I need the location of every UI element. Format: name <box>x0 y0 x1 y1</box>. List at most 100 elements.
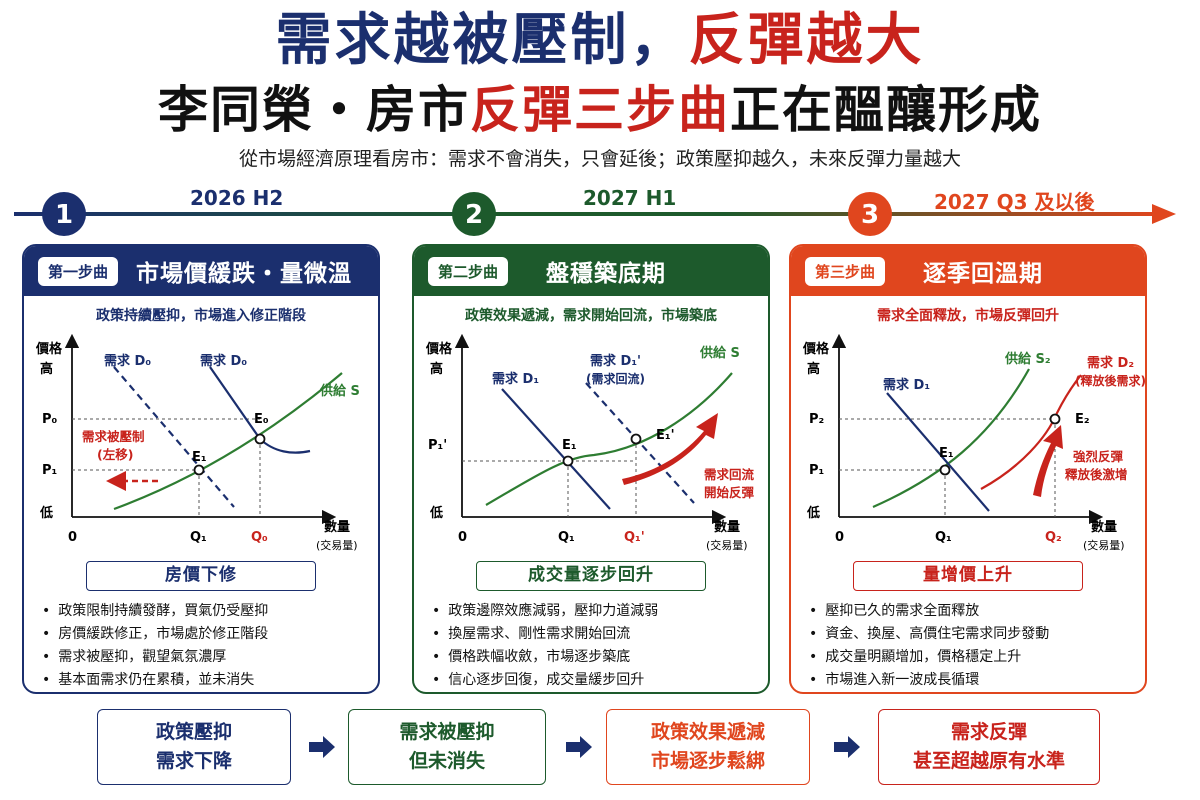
q1-label: Q₁ <box>190 530 207 545</box>
result-box: 成交量逐步回升 <box>476 561 706 591</box>
flow-arrow-icon <box>834 736 860 758</box>
e1-label: E₁ <box>939 446 954 461</box>
low-label: 低 <box>39 505 53 521</box>
equilibrium-e2 <box>1049 413 1061 425</box>
low-label: 低 <box>429 505 443 521</box>
demand-label-d2: 需求 D₂ <box>1087 355 1134 371</box>
qty-axis-label: 數量 <box>714 519 740 535</box>
timeline: 1 2 3 <box>14 192 1176 236</box>
bullet-item: 換屋需求、剛性需求開始回流 <box>432 623 768 646</box>
panel-title: 市場價緩跌・量微溫 <box>136 261 353 287</box>
panel-tag: 第一步曲 <box>38 256 119 286</box>
bullet-item: 需求被壓抑，觀望氣氛濃厚 <box>42 646 378 669</box>
e1-label: E₁ <box>192 450 207 465</box>
flow-box-2: 需求被壓抑 但未消失 <box>348 709 546 785</box>
flow-line1: 政策效果遞減 <box>650 721 765 743</box>
panel-tag: 第二步曲 <box>428 256 509 286</box>
bullet-item: 政策限制持續發酵，買氣仍受壓抑 <box>42 600 378 623</box>
bullet-item: 房價緩跌修正，市場處於修正階段 <box>42 623 378 646</box>
step-label-1: 2026 H2 <box>190 186 284 210</box>
q0-label: Q₀ <box>251 530 268 545</box>
panel-step-3: 第三步曲 逐季回溫期 需求全面釋放，市場反彈回升 價格 高 低 0 數量 (交易… <box>789 244 1147 694</box>
flow-line1: 需求反彈 <box>950 721 1027 743</box>
panel-subtitle: 政策持續壓抑，市場進入修正階段 <box>96 308 306 324</box>
equilibrium-e1 <box>193 464 205 476</box>
demand-note-d2: (釋放後需求) <box>1075 373 1145 388</box>
sub-title-part3: 正在醞釀形成 <box>730 81 1042 139</box>
demand-curve-d1 <box>886 392 990 512</box>
bullet-item: 信心逐步回復，成交量緩步回升 <box>432 669 768 692</box>
panel-subtitle: 政策效果遞減，需求開始回流，市場築底 <box>465 308 717 324</box>
supply-label: 供給 S <box>319 383 360 399</box>
e2-label: E₂ <box>1075 412 1090 427</box>
panel-header: 第一步曲 市場價緩跌・量微溫 <box>24 246 378 296</box>
flow-arrow-icon <box>566 736 592 758</box>
p2-label: P₂ <box>809 412 824 427</box>
panel-step-2: 第二步曲 盤穩築底期 政策效果遞減，需求開始回流，市場築底 價格 高 低 0 數… <box>412 244 770 694</box>
qty-axis-note: (交易量) <box>316 538 358 552</box>
demand-curve-d1 <box>501 388 611 510</box>
origin-label: 0 <box>458 530 467 545</box>
qty-axis-label: 數量 <box>1091 519 1117 535</box>
demand-label-d1: 需求 D₁ <box>883 377 930 393</box>
flow-box-1: 政策壓抑 需求下降 <box>97 709 291 785</box>
tagline: 從市場經濟原理看房市：需求不會消失，只會延後；政策壓抑越久，未來反彈力量越大 <box>238 148 961 170</box>
price-axis-label: 價格 <box>425 341 453 357</box>
rebound-arrow <box>622 413 718 485</box>
step-label-3: 2027 Q3 及以後 <box>934 190 1095 214</box>
sub-title-part1: 李同榮・房市 <box>158 81 470 139</box>
step-number: 1 <box>55 200 73 230</box>
flow-box-4: 需求反彈 甚至超越原有水準 <box>878 709 1100 785</box>
timeline-arrowhead <box>1152 204 1176 224</box>
strong-rebound-arrow <box>1033 425 1063 497</box>
timeline-step-2: 2 <box>452 192 496 236</box>
timeline-step-3: 3 <box>848 192 892 236</box>
supply-curve <box>872 368 1030 509</box>
demand-label-shifted: 需求 D₀ <box>104 353 151 369</box>
supply-curve <box>485 372 733 506</box>
flow-line2: 但未消失 <box>408 750 485 772</box>
qty-axis-label: 數量 <box>324 519 350 535</box>
high-label: 高 <box>40 361 53 377</box>
shift-note-line2: (左移) <box>97 447 133 462</box>
e1-label: E₁ <box>562 438 577 453</box>
q1-label: Q₁ <box>558 530 575 545</box>
demand-curve-shifted <box>113 366 235 508</box>
step-number: 3 <box>861 200 879 230</box>
equilibrium-e1 <box>562 455 574 467</box>
q1p-label: Q₁' <box>624 530 645 545</box>
equilibrium-e1 <box>939 464 951 476</box>
timeline-step-1: 1 <box>42 192 86 236</box>
demand-label-d1p: 需求 D₁' <box>590 353 641 369</box>
rebound-note-line2: 開始反彈 <box>704 485 755 500</box>
qty-axis-note: (交易量) <box>706 538 748 552</box>
bullet-list: 政策邊際效應減弱，壓抑力道減弱 換屋需求、剛性需求開始回流 價格跌幅收斂，市場逐… <box>432 600 768 692</box>
rebound-note-line2: 釋放後激增 <box>1065 467 1128 482</box>
e0-label: E₀ <box>254 412 269 427</box>
supply-curve <box>113 372 343 511</box>
low-label: 低 <box>806 505 820 521</box>
step-number: 2 <box>465 200 483 230</box>
bullet-item: 成交量明顯增加，價格穩定上升 <box>809 646 1145 669</box>
supply-demand-chart: 價格 高 低 0 數量 (交易量) 需求 D₁ 需求 D₂ (釋放後需求) 供給… <box>802 333 1145 552</box>
q1-label: Q₁ <box>935 530 952 545</box>
panel-subtitle: 需求全面釋放，市場反彈回升 <box>877 308 1059 324</box>
demand-label-d1: 需求 D₁ <box>492 371 539 387</box>
bullet-list: 政策限制持續發酵，買氣仍受壓抑 房價緩跌修正，市場處於修正階段 需求被壓抑，觀望… <box>42 600 378 692</box>
panel-header: 第二步曲 盤穩築底期 <box>414 246 768 296</box>
supply-label: 供給 S₂ <box>1004 351 1051 367</box>
shift-note-line1: 需求被壓制 <box>82 429 145 444</box>
qty-axis-note: (交易量) <box>1083 538 1125 552</box>
demand-label-original: 需求 D₀ <box>200 353 247 369</box>
timeline-line <box>14 212 1160 216</box>
flow-line1: 政策壓抑 <box>155 721 232 743</box>
panel-step-1: 第一步曲 市場價緩跌・量微溫 政策持續壓抑，市場進入修正階段 價格 高 低 0 … <box>22 244 380 694</box>
bullet-item: 壓抑已久的需求全面釋放 <box>809 600 1145 623</box>
bullet-item: 資金、換屋、高價住宅需求同步發動 <box>809 623 1145 646</box>
demand-note-d1p: (需求回流) <box>586 371 645 386</box>
rebound-note-line1: 需求回流 <box>704 467 755 482</box>
main-title-part2: 反彈越大 <box>688 8 925 73</box>
sub-title: 李同榮・房市反彈三步曲正在醞釀形成 <box>0 80 1200 140</box>
bullet-item: 基本面需求仍在累積，並未消失 <box>42 669 378 692</box>
price-axis-label: 價格 <box>35 341 63 357</box>
